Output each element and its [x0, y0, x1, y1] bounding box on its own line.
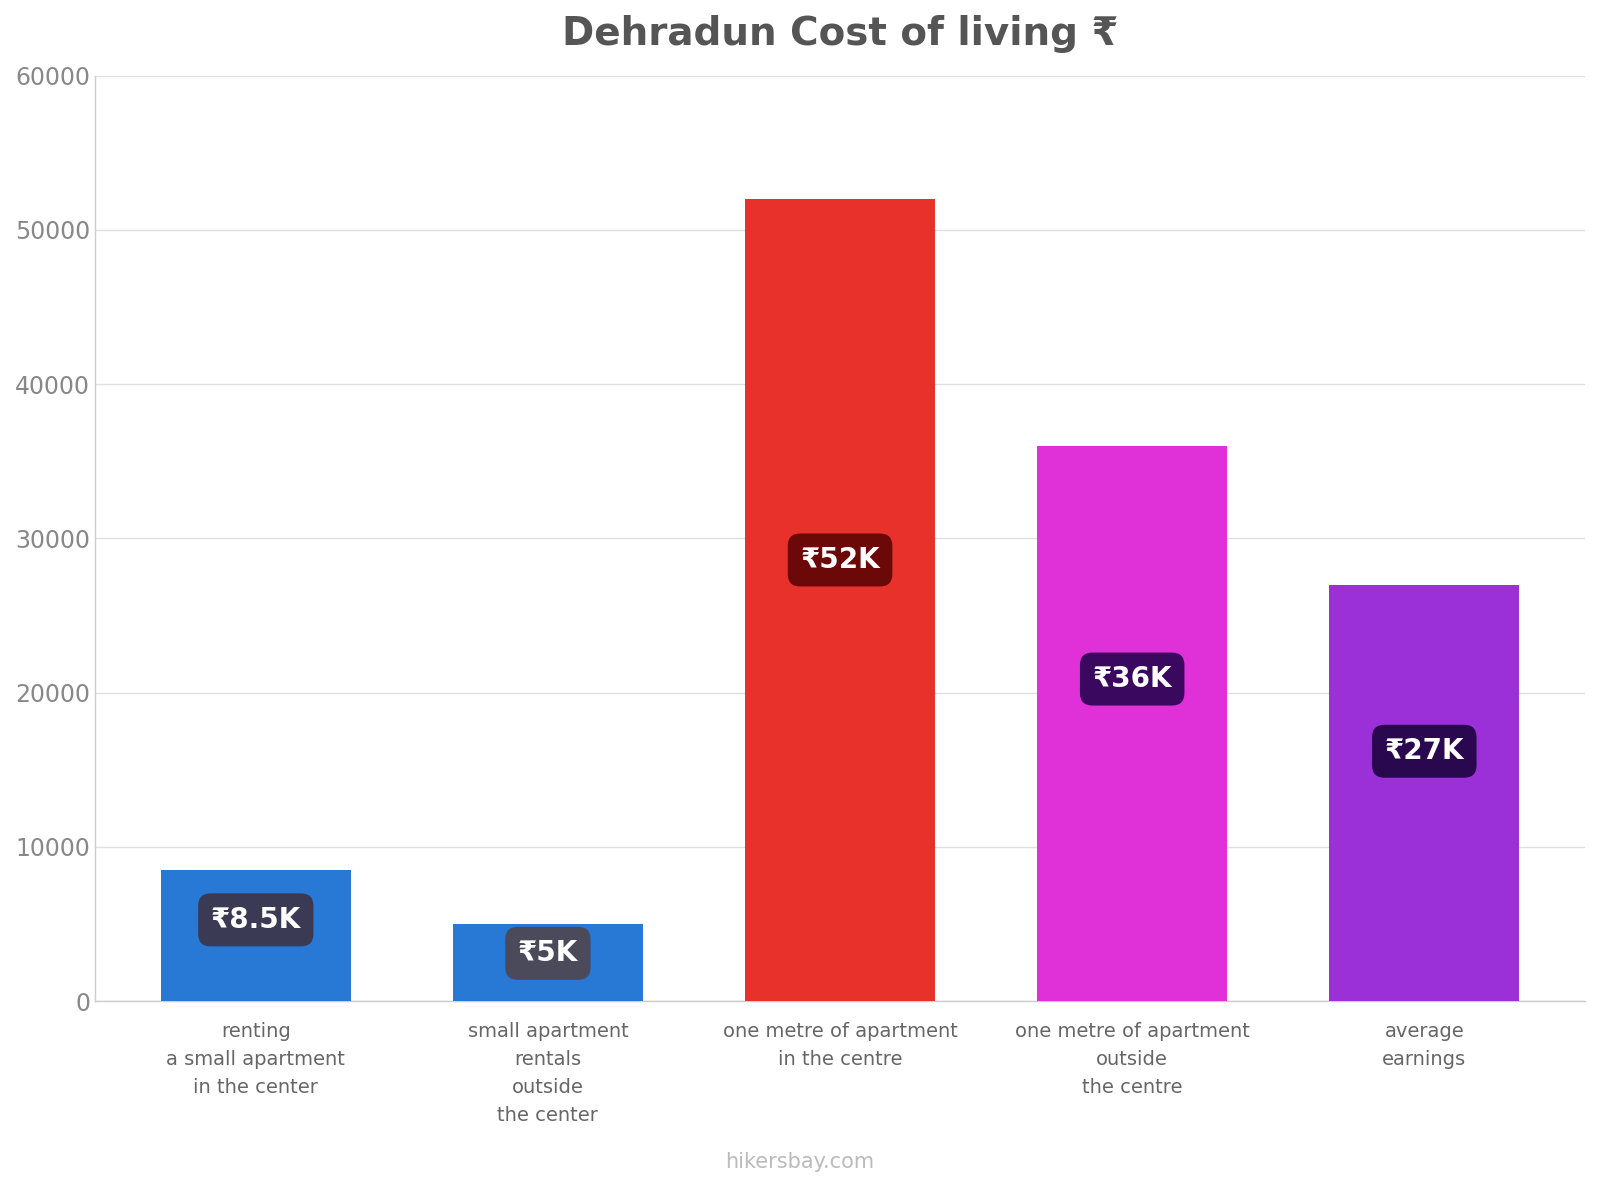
Bar	[162, 870, 350, 1001]
Text: ₹27K: ₹27K	[1384, 737, 1464, 766]
Text: ₹36K: ₹36K	[1093, 665, 1171, 694]
Bar	[1330, 584, 1520, 1001]
Text: hikersbay.com: hikersbay.com	[725, 1152, 875, 1171]
Text: ₹5K: ₹5K	[518, 940, 578, 967]
Text: ₹52K: ₹52K	[800, 546, 880, 574]
Bar	[1037, 446, 1227, 1001]
Bar	[453, 924, 643, 1001]
Bar	[746, 199, 934, 1001]
Text: ₹8.5K: ₹8.5K	[211, 906, 301, 934]
Title: Dehradun Cost of living ₹: Dehradun Cost of living ₹	[562, 14, 1118, 53]
